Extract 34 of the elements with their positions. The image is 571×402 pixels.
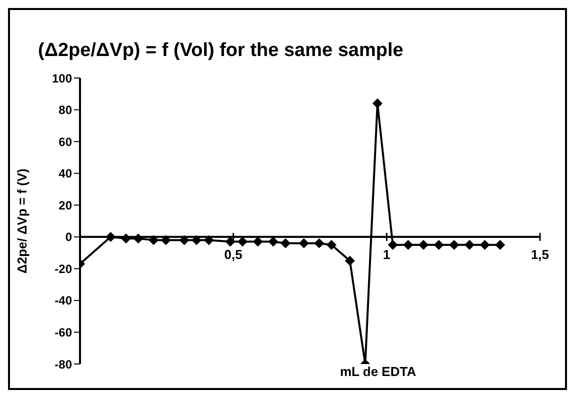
point	[449, 240, 460, 250]
point	[418, 240, 428, 250]
point	[344, 256, 355, 266]
y-tick-label: 60	[58, 134, 72, 149]
x-tick-label: 1	[383, 246, 390, 262]
x-tick-label: 0,5	[224, 246, 242, 262]
y-tick-label: 20	[58, 198, 72, 212]
y-tick-label: 0	[65, 230, 72, 244]
chart-title: (Δ2pe/ΔVp) = f (Vol) for the same sample	[38, 40, 404, 62]
y-tick-label: -20	[54, 262, 72, 276]
y-tick-label: -60	[54, 325, 72, 340]
point	[268, 236, 278, 247]
y-tick-label: 100	[52, 71, 72, 86]
point	[480, 240, 490, 250]
point	[372, 98, 382, 108]
y-tick-label: 40	[58, 166, 72, 181]
point	[464, 240, 474, 250]
x-tick-label: 1,5	[530, 246, 550, 262]
point	[326, 240, 336, 250]
y-tick-label: -80	[54, 357, 72, 372]
point	[388, 240, 398, 250]
point	[314, 238, 324, 248]
point	[434, 240, 444, 250]
point	[280, 238, 290, 248]
point	[238, 236, 248, 247]
point	[225, 236, 236, 247]
y-tick-label: -40	[54, 294, 72, 308]
point	[495, 240, 506, 250]
y-axis-title: Δ2pe/ ΔVp = f (V)	[14, 168, 30, 274]
point	[252, 236, 263, 247]
x-axis-title: mL de EDTA	[340, 364, 416, 379]
y-tick-label: 80	[58, 103, 72, 118]
point	[298, 238, 309, 248]
point	[403, 240, 414, 250]
